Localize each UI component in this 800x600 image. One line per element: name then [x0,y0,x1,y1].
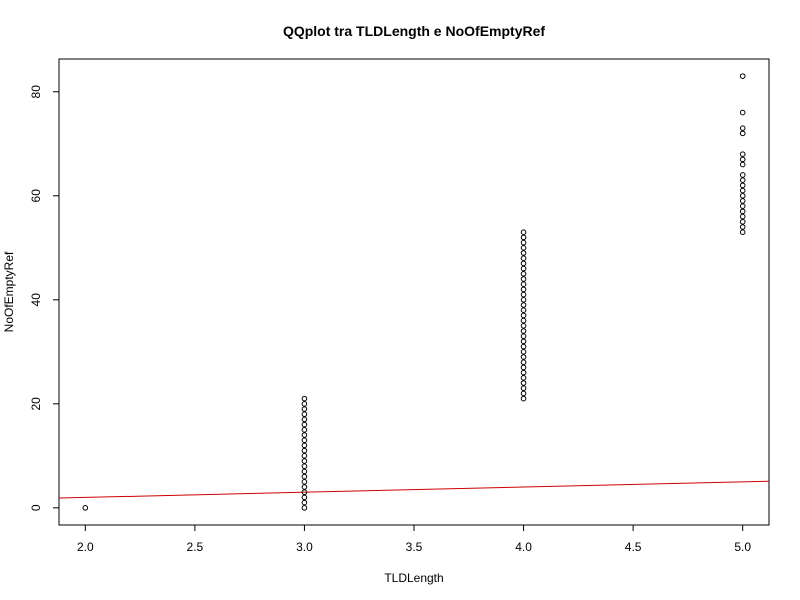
data-point [520,369,527,376]
data-point [301,442,308,449]
data-point [739,224,746,230]
data-point [520,244,527,251]
data-point [520,291,527,298]
data-point [301,437,308,444]
data-point [520,343,527,350]
data-point [520,349,527,355]
data-point [739,73,746,79]
data-point [301,489,308,496]
data-point [301,499,308,506]
data-point [520,390,527,397]
data-point [739,208,746,215]
data-point [739,187,746,194]
y-axis: 0 20 40 60 80 [29,85,59,511]
data-point [520,239,527,246]
data-point [739,109,746,116]
data-point [301,401,308,407]
data-point [520,375,527,381]
data-point [739,125,746,131]
x-tick-label: 4.0 [515,540,532,554]
data-point [739,130,746,137]
data-point [301,494,308,501]
data-point [739,218,746,225]
y-tick-label: 0 [29,504,43,511]
data-point [520,328,527,334]
data-point [520,229,527,235]
data-point [301,473,308,480]
data-point [739,151,746,157]
data-point [520,286,527,293]
data-point [301,463,308,470]
x-tick-label: 3.5 [406,540,423,554]
data-point [520,297,527,303]
data-point [520,354,527,360]
data-point [520,312,527,319]
chart-title: QQplot tra TLDLength e NoOfEmptyRef [283,23,545,39]
data-point [520,338,527,345]
data-point [82,505,89,511]
x-tick-label: 5.0 [734,540,751,554]
data-point [520,281,527,287]
data-point [520,255,527,261]
y-tick-label: 40 [29,293,43,307]
data-point [301,484,308,490]
x-tick-label: 2.5 [187,540,204,554]
data-point [520,385,527,392]
data-point [520,302,527,308]
data-point [520,364,527,371]
data-point [739,156,746,163]
data-point [520,276,527,282]
data-point [520,250,527,256]
data-point [301,447,308,454]
points-group [82,73,746,511]
data-point [520,265,527,272]
data-point [520,317,527,324]
data-point [301,505,308,511]
x-tick-label: 3.0 [296,540,313,554]
data-point [301,458,308,464]
data-point [520,307,527,314]
data-point [301,395,308,402]
y-tick-label: 60 [29,189,43,203]
data-point [520,323,527,329]
data-point [301,453,308,459]
data-point [301,406,308,412]
data-point [301,427,308,433]
data-point [301,432,308,438]
data-point [739,198,746,204]
reference-line [58,480,770,499]
y-tick-label: 80 [29,85,43,99]
data-point [301,416,308,423]
y-axis-label: NoOfEmptyRef [2,251,16,332]
data-point [520,260,527,267]
data-point [739,203,746,209]
data-point [301,421,308,428]
data-point [739,229,746,235]
data-point [301,479,308,485]
y-tick-label: 20 [29,397,43,411]
x-axis-label: TLDLength [384,571,443,585]
data-point [520,333,527,340]
x-tick-label: 2.0 [77,540,94,554]
data-point [520,380,527,386]
data-point [739,161,746,168]
data-point [520,270,527,277]
data-point [520,395,527,402]
x-axis: 2.0 2.5 3.0 3.5 4.0 4.5 5.0 [77,525,751,554]
data-point [739,213,746,220]
x-tick-label: 4.5 [625,540,642,554]
data-point [739,172,746,178]
reference-line-group [58,480,770,499]
plot-frame [58,58,770,526]
data-point [739,192,746,199]
data-point [301,411,308,418]
data-point [520,234,527,241]
data-point [301,468,308,475]
data-point [520,359,527,366]
data-point [739,182,746,189]
data-point [739,177,746,183]
